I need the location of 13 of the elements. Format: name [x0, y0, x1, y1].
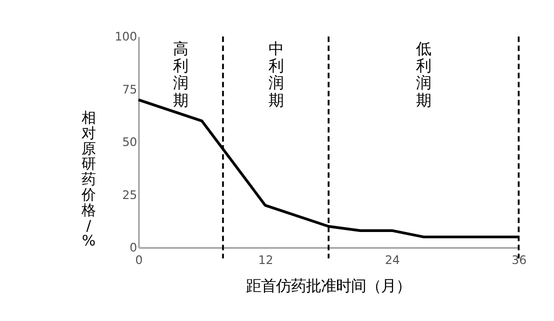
annotation: 低利润期 — [416, 40, 432, 110]
annotation: 高利润期 — [173, 40, 188, 110]
annotation: 中利润期 — [268, 40, 284, 110]
x-tick-label: 12 — [258, 253, 274, 268]
y-tick-label: 100 — [114, 30, 138, 44]
y-tick-label: 25 — [122, 188, 138, 202]
x-tick-label: 24 — [384, 253, 400, 268]
x-tick-label: 36 — [512, 253, 527, 268]
x-axis-title: 距首仿药批准时间（月） — [246, 276, 412, 295]
y-tick-label: 75 — [122, 82, 138, 96]
y-tick-label: 50 — [122, 135, 138, 150]
y-tick-label: 0 — [130, 240, 138, 255]
text: 相对原研药价格/% — [82, 110, 96, 250]
